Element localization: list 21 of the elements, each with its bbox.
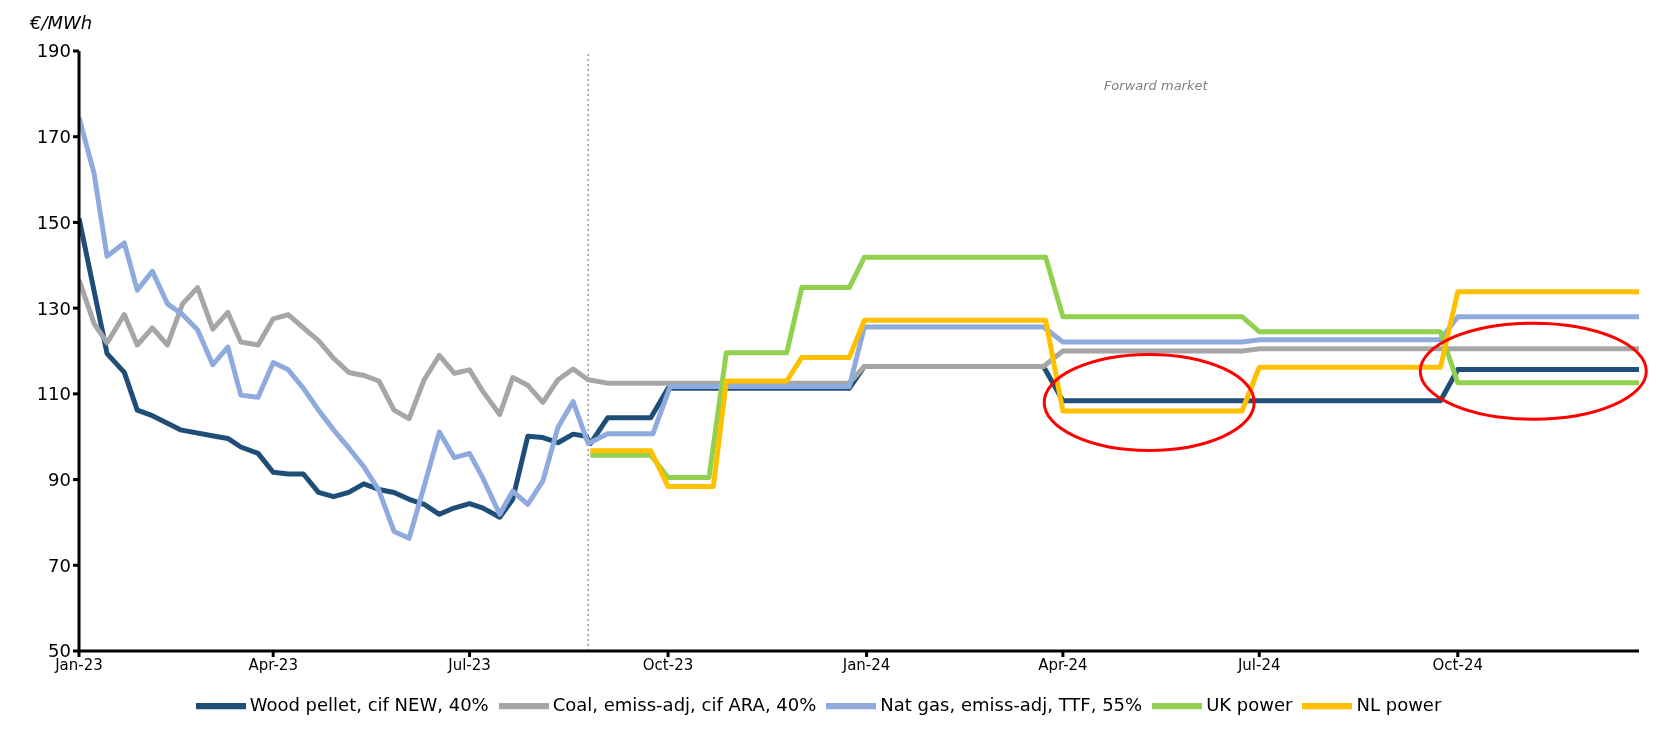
legend-label: Nat gas, emiss-adj, TTF, 55% — [880, 694, 1143, 715]
y-tick-label: 170 — [36, 126, 71, 148]
x-tick-label: Apr-24 — [1038, 655, 1088, 674]
legend-label: UK power — [1206, 694, 1293, 715]
y-tick-label: 150 — [36, 211, 71, 233]
x-tick-label: Oct-23 — [642, 655, 694, 674]
x-tick-label: Oct-24 — [1432, 655, 1483, 674]
y-axis-title: €/MWh — [30, 12, 93, 33]
y-tick-label: 190 — [36, 40, 71, 62]
x-tick-label: Jan-24 — [841, 655, 891, 674]
x-tick-label: Apr-23 — [248, 655, 298, 674]
legend-label: Coal, emiss-adj, cif ARA, 40% — [552, 694, 817, 715]
x-tick-label: Jul-24 — [1236, 655, 1281, 674]
y-tick-label: 110 — [36, 383, 71, 405]
annotation: Forward market — [1103, 78, 1208, 93]
y-tick-label: 90 — [48, 468, 71, 490]
legend-label: NL power — [1356, 694, 1442, 715]
x-tick-label: Jul-23 — [447, 655, 491, 674]
y-tick-label: 70 — [48, 554, 71, 576]
legend-label: Wood pellet, cif NEW, 40% — [249, 694, 489, 715]
y-tick-label: 130 — [36, 297, 71, 319]
